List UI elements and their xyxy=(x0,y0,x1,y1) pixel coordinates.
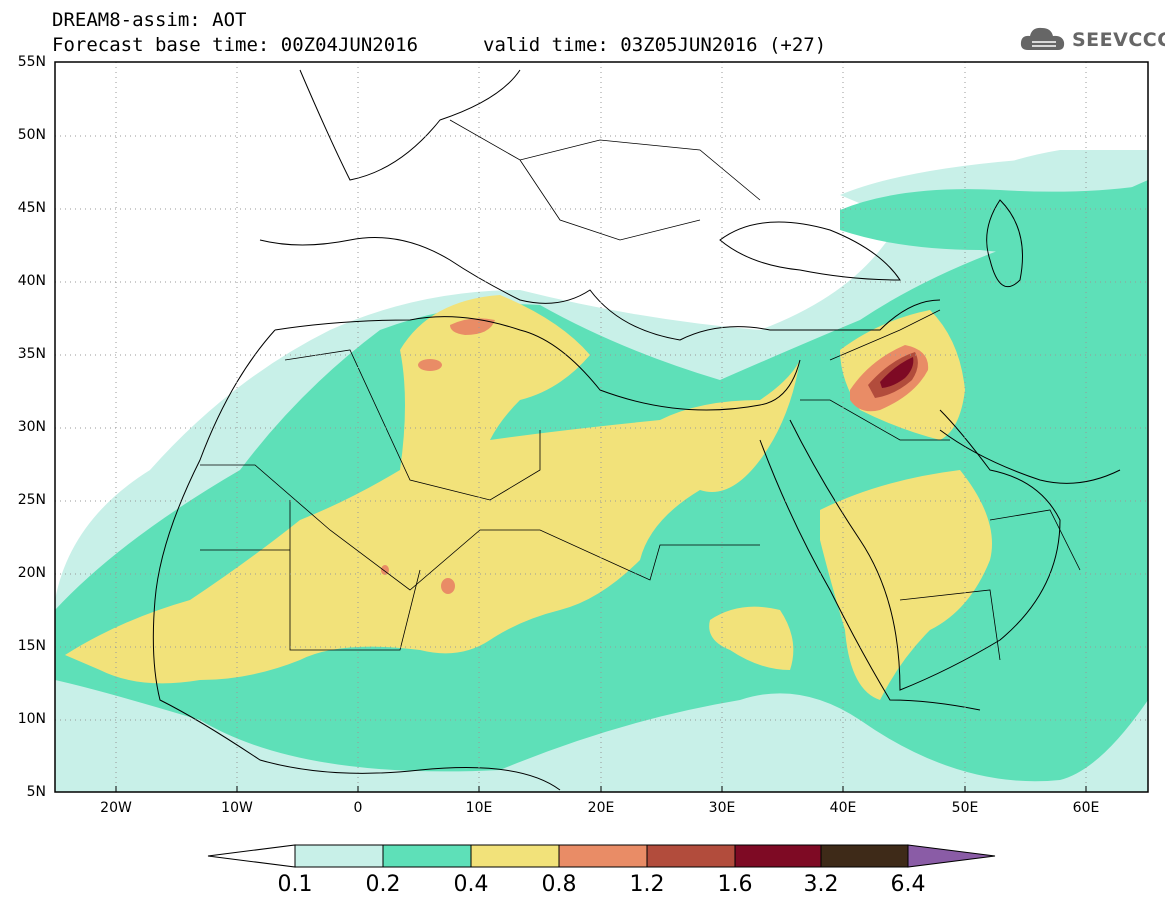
aot-contour-0.4-west xyxy=(65,295,800,684)
colorbar-swatch-3 xyxy=(558,844,648,868)
coast-red-sea xyxy=(759,439,981,711)
colorbar-under-arrow xyxy=(207,844,296,868)
lat-label: 40N xyxy=(17,273,46,289)
lon-label: 50E xyxy=(951,800,979,816)
coast-africa-north xyxy=(274,316,801,411)
colorbar-swatch-5 xyxy=(734,844,822,868)
lat-label: 15N xyxy=(17,638,46,654)
lon-label: 10W xyxy=(221,800,253,816)
lat-label: 55N xyxy=(17,54,46,70)
colorbar-swatch-6 xyxy=(820,844,909,868)
cloud-icon xyxy=(1020,27,1065,50)
coast-caspian xyxy=(986,199,1023,288)
lat-label: 30N xyxy=(17,419,46,435)
borders-north-africa xyxy=(284,349,541,501)
lat-label: 50N xyxy=(17,127,46,143)
colorbar-label: 1.2 xyxy=(629,872,665,897)
colorbar-label: 1.6 xyxy=(717,872,753,897)
coast-arabia xyxy=(789,409,1061,691)
coast-africa-west xyxy=(152,329,561,791)
lon-label: 20E xyxy=(587,800,615,816)
lat-label: 20N xyxy=(17,565,46,581)
borders-europe xyxy=(449,119,761,241)
colorbar-label: 0.8 xyxy=(541,872,577,897)
aot-contour-0.2-caspian xyxy=(840,185,1148,253)
colorbar-label: 0.1 xyxy=(277,872,313,897)
borders-sahara xyxy=(200,464,760,591)
colorbar-swatch-4 xyxy=(646,844,736,868)
aot-contour-0.4-arabia xyxy=(820,470,992,700)
aot-contour-0.8-spot-1 xyxy=(418,359,442,371)
borders-west-africa xyxy=(200,500,421,651)
colorbar xyxy=(207,844,996,868)
colorbar-label: 0.4 xyxy=(453,872,489,897)
lat-label: 10N xyxy=(17,711,46,727)
lon-label: 60E xyxy=(1072,800,1100,816)
colorbar-swatch-2 xyxy=(470,844,560,868)
aot-contour-0.8-spot-2 xyxy=(441,578,455,594)
colorbar-label: 3.2 xyxy=(803,872,839,897)
borders-arabia xyxy=(899,509,1081,661)
valid-time: valid time: 03Z05JUN2016 (+27) xyxy=(483,34,827,56)
aot-contour-1.6 xyxy=(880,357,914,388)
colorbar-label: 0.2 xyxy=(365,872,401,897)
coast-black-sea xyxy=(719,221,901,281)
logo-text: SEEVCCC xyxy=(1072,29,1165,51)
coast-persian-gulf xyxy=(939,429,1121,484)
coast-europe-north xyxy=(299,69,521,181)
borders-middle-east xyxy=(800,309,950,441)
colorbar-swatch-1 xyxy=(382,844,472,868)
graticule xyxy=(55,62,1148,792)
lat-label: 45N xyxy=(17,200,46,216)
seevccc-logo: SEEVCCC xyxy=(1018,22,1165,58)
lat-label: 25N xyxy=(17,492,46,508)
lon-label: 20W xyxy=(100,800,132,816)
colorbar-swatch-0 xyxy=(294,844,384,868)
aot-contour-0.4-sudan xyxy=(709,606,794,670)
lon-label: 30E xyxy=(708,800,736,816)
colorbar-label: 6.4 xyxy=(890,872,926,897)
lon-label: 0 xyxy=(353,800,363,816)
lat-label: 35N xyxy=(17,346,46,362)
colorbar-over-arrow xyxy=(907,844,996,868)
axis-ticks xyxy=(115,786,1087,792)
forecast-base-time: Forecast base time: 00Z04JUN2016 xyxy=(52,34,419,56)
lon-label: 40E xyxy=(829,800,857,816)
map-title: DREAM8-assim: AOT xyxy=(52,9,247,31)
lon-label: 10E xyxy=(465,800,493,816)
coastlines xyxy=(152,69,1121,791)
lat-label: 5N xyxy=(26,784,46,800)
aot-contour-0.8-tunisia xyxy=(450,318,495,335)
coast-europe xyxy=(259,237,941,341)
country-borders xyxy=(200,119,1081,661)
